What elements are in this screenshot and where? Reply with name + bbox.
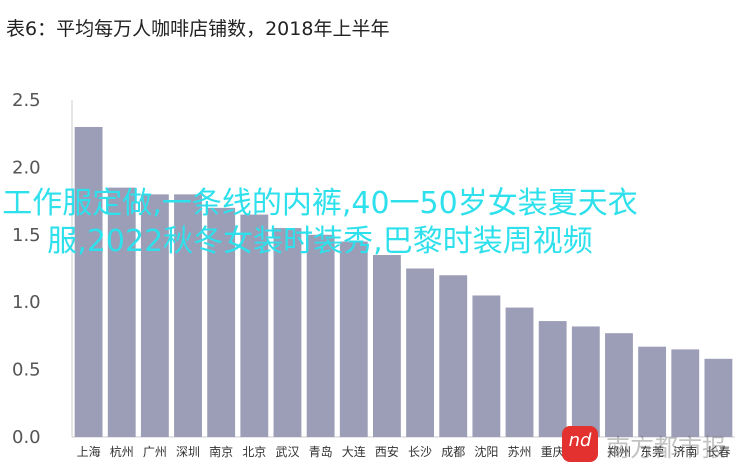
bar-4 — [174, 194, 202, 437]
bar-5 — [207, 207, 236, 437]
x-tick-label: 长沙 — [408, 445, 432, 459]
x-tick-label: 北京 — [242, 445, 266, 459]
x-tick-label: 杭州 — [110, 444, 134, 459]
x-tick-label: 广州 — [143, 445, 167, 459]
x-tick-label: 成都 — [441, 445, 465, 459]
x-tick-label: 上海 — [77, 444, 101, 459]
x-tick-label: 长春 — [706, 445, 730, 459]
x-tick-label: 深圳 — [176, 445, 200, 459]
x-tick-label: 武汉 — [275, 445, 299, 459]
bar-16 — [571, 326, 600, 437]
x-tick-label: 青岛 — [309, 444, 333, 459]
bar-12 — [439, 275, 468, 437]
chart-title: 表6：平均每万人咖啡店铺数，2018年上半年 — [6, 18, 390, 40]
watermark-text: 南方都市报 — [606, 434, 726, 462]
watermark: nd 南方都市报 — [562, 426, 750, 466]
bar-14 — [505, 307, 534, 437]
x-tick-label: 西安 — [375, 444, 399, 459]
x-tick-label: 重庆 — [541, 445, 565, 459]
y-tick-label: 1.5 — [12, 225, 41, 246]
x-tick-label: 郑州 — [607, 444, 631, 459]
x-tick-label: 苏州 — [508, 445, 532, 459]
bar-15 — [538, 321, 567, 437]
bar-3 — [140, 194, 169, 437]
y-tick-label: 2.0 — [12, 157, 41, 178]
x-tick-label: 南京 — [209, 444, 233, 459]
bar-6 — [240, 214, 269, 437]
x-tick-label: 东莞 — [640, 445, 664, 459]
bar-10 — [373, 255, 401, 437]
x-tick-label: 沈阳 — [474, 444, 498, 459]
bar-20 — [704, 358, 733, 437]
bar-9 — [339, 241, 368, 437]
x-tick-label: 大连 — [342, 444, 366, 459]
bar-7 — [273, 228, 302, 437]
x-tick-label: 济南 — [673, 444, 697, 459]
overlay-text: 工作服定做,一条线的内裤,40一50岁女装夏天衣服,2022秋冬女装时装秀,巴黎… — [2, 186, 638, 259]
bar-13 — [472, 295, 501, 437]
bar-17 — [605, 333, 633, 437]
bar-11 — [406, 268, 434, 437]
y-tick-label: 1.0 — [12, 292, 41, 313]
y-tick-label: 0.5 — [12, 360, 41, 381]
bar-18 — [638, 346, 667, 437]
y-tick-label: 0.0 — [12, 427, 41, 448]
bar-8 — [306, 234, 335, 437]
bar-1 — [74, 126, 103, 438]
bar-19 — [671, 349, 700, 437]
watermark-logo-icon: nd — [562, 426, 598, 462]
bar-2 — [107, 187, 136, 437]
y-tick-label: 2.5 — [12, 90, 41, 111]
